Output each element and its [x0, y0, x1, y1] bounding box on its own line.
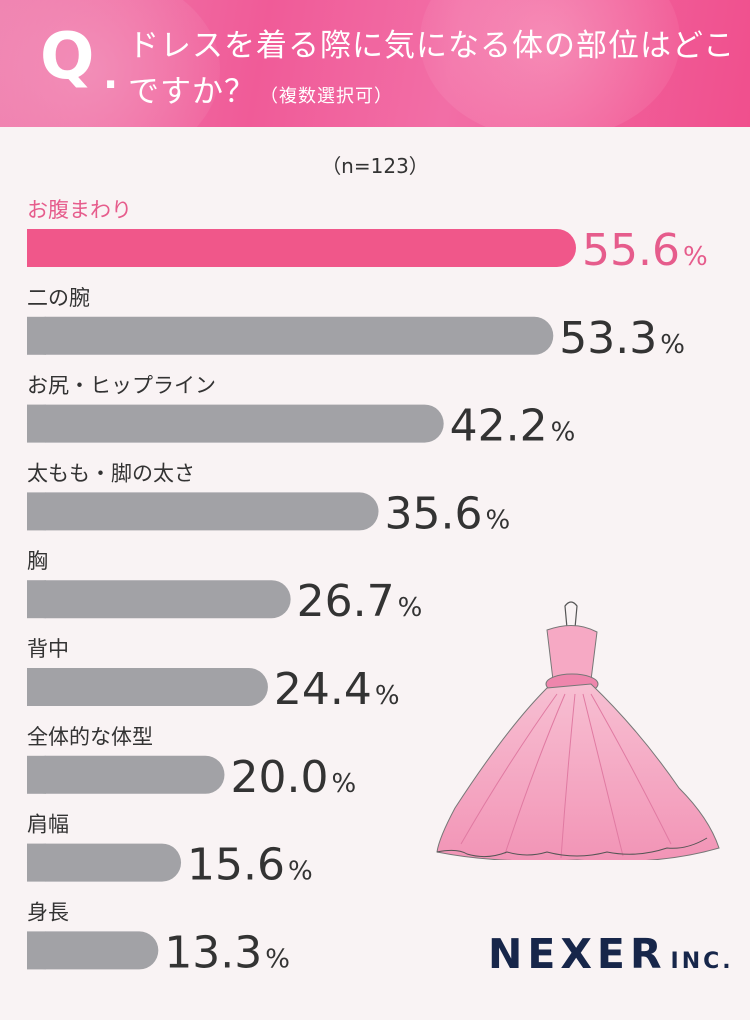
value-unit: % — [683, 242, 708, 272]
bar-left-edge — [27, 492, 46, 531]
question-mark-q: Q — [40, 20, 94, 94]
category-label: 背中 — [27, 637, 69, 661]
dress-skirt-folds — [460, 693, 672, 859]
value-label: 26.7% — [297, 576, 423, 627]
bar-left-edge — [27, 755, 46, 794]
value-label: 42.2% — [450, 401, 576, 452]
header-texture — [0, 0, 220, 127]
category-label: お尻・ヒップライン — [27, 374, 216, 398]
bar — [27, 316, 554, 355]
question-text-line2: ですか？ （複数選択可） — [128, 66, 393, 111]
question-text-line1: ドレスを着る際に気になる体の部位はどこ — [128, 28, 736, 64]
bar — [27, 843, 182, 882]
category-label: 全体的な体型 — [27, 725, 153, 749]
value-label: 13.3% — [164, 927, 290, 978]
value-unit: % — [485, 505, 510, 535]
dress-skirt — [436, 683, 720, 860]
value-unit: % — [288, 857, 313, 887]
value-unit: % — [331, 769, 356, 799]
dress-train-edge — [436, 837, 708, 858]
bar — [27, 668, 268, 706]
bar — [27, 229, 576, 267]
question-note: （複数選択可） — [260, 86, 393, 107]
bar-left-edge — [27, 404, 46, 443]
category-label: 胸 — [27, 549, 48, 573]
value-unit: % — [551, 418, 576, 448]
value-label: 53.3% — [559, 313, 685, 364]
bar-left-edge — [27, 580, 46, 619]
bar — [27, 492, 379, 531]
bar-left-edge — [27, 843, 46, 882]
logo-main: NEXER — [488, 930, 667, 978]
category-label: 身長 — [27, 900, 69, 924]
value-label: 24.4% — [274, 664, 400, 715]
bar — [27, 931, 159, 970]
question-text-line2-main: ですか？ — [128, 74, 256, 110]
value-unit: % — [375, 681, 400, 711]
bar — [27, 580, 291, 619]
value-unit: % — [660, 330, 685, 360]
bar-left-edge — [27, 931, 46, 970]
value-unit: % — [398, 593, 423, 623]
bar — [27, 755, 225, 794]
value-label: 35.6% — [385, 488, 511, 539]
category-label: 肩幅 — [27, 813, 69, 837]
category-label: 太もも・脚の太さ — [27, 461, 195, 485]
category-label: 二の腕 — [27, 286, 90, 310]
bar — [27, 404, 444, 443]
dress-illustration — [436, 601, 720, 860]
header-banner: Q . ドレスを着る際に気になる体の部位はどこ ですか？ （複数選択可） — [0, 0, 750, 127]
bar-left-edge — [27, 229, 46, 267]
value-label: 55.6% — [582, 225, 708, 276]
nexer-logo: NEXER INC. — [488, 930, 734, 978]
dress-neck-stand — [564, 601, 578, 629]
value-label: 20.0% — [230, 752, 356, 803]
value-unit: % — [265, 944, 290, 974]
sample-size-label: （n=123） — [321, 154, 429, 178]
header-texture — [420, 0, 680, 127]
value-label: 15.6% — [187, 840, 313, 891]
question-mark-dot: . — [103, 52, 119, 98]
bar-left-edge — [27, 316, 46, 355]
bar-left-edge — [27, 668, 46, 706]
category-label: お腹まわり — [27, 198, 132, 222]
logo-sub: INC. — [670, 949, 734, 974]
